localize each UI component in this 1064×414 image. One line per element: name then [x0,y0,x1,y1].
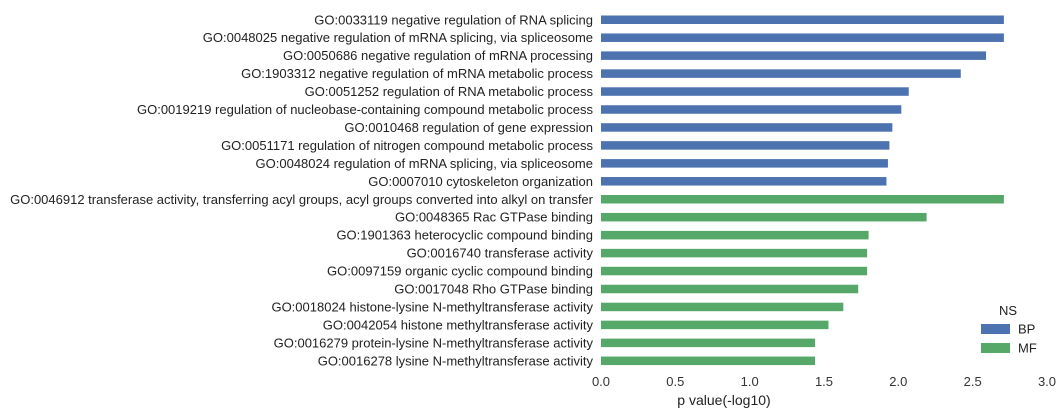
x-tick-label: 2.5 [964,374,982,389]
bar-bp-10 [601,177,887,186]
x-tick-label: 2.0 [889,374,907,389]
category-label-mf-6: GO:0017048 Rho GTPase binding [394,282,593,297]
category-label-bp-2: GO:0048025 negative regulation of mRNA s… [203,30,593,45]
bar-bp-8 [601,141,890,150]
category-label-mf-2: GO:0048365 Rac GTPase binding [395,210,593,225]
category-label-mf-3: GO:1901363 heterocyclic compound binding [336,228,593,243]
bar-mf-1 [601,195,1004,204]
bar-bp-6 [601,105,902,114]
bar-mf-5 [601,266,868,276]
bar-bp-1 [601,15,1004,24]
category-label-mf-1: GO:0046912 transferase activity, transfe… [10,192,594,207]
x-tick-label: 1.5 [815,374,833,389]
bar-mf-4 [601,248,868,258]
category-label-bp-4: GO:1903312 negative regulation of mRNA m… [241,66,593,81]
bar-bp-4 [601,69,961,78]
category-label-mf-4: GO:0016740 transferase activity [407,246,594,261]
legend-title: NS [999,303,1017,318]
category-label-bp-5: GO:0051252 regulation of RNA metabolic p… [305,84,594,99]
category-label-bp-10: GO:0007010 cytoskeleton organization [368,174,593,189]
bar-mf-9 [601,338,816,348]
bar-mf-3 [601,230,869,240]
bars-group [601,15,1004,366]
bar-mf-7 [601,302,844,312]
category-label-bp-3: GO:0050686 negative regulation of mRNA p… [283,48,593,63]
bar-mf-6 [601,284,859,294]
legend-label-mf: MF [1018,341,1037,356]
category-label-mf-10: GO:0016278 lysine N-methyltransferase ac… [318,353,594,368]
bar-bp-5 [601,87,909,96]
bar-bp-2 [601,33,1004,42]
category-label-mf-9: GO:0016279 protein-lysine N-methyltransf… [274,335,594,350]
legend-swatch-mf [981,343,1010,353]
bar-bp-3 [601,51,987,60]
category-label-mf-5: GO:0097159 organic cyclic compound bindi… [327,264,593,279]
bar-bp-7 [601,123,893,132]
category-label-bp-7: GO:0010468 regulation of gene expression [344,120,593,135]
category-label-mf-8: GO:0042054 histone methyltransferase act… [323,317,594,332]
category-labels-group: GO:0033119 negative regulation of RNA sp… [10,12,594,368]
x-tick-label: 0.0 [592,374,610,389]
category-label-bp-1: GO:0033119 negative regulation of RNA sp… [314,12,593,27]
category-label-bp-9: GO:0048024 regulation of mRNA splicing, … [256,156,593,171]
bar-mf-2 [601,212,927,222]
x-tick-label: 3.0 [1038,374,1056,389]
legend-swatch-bp [981,324,1010,334]
legend-label-bp: BP [1018,322,1035,337]
bar-mf-8 [601,320,829,330]
category-label-bp-8: GO:0051171 regulation of nitrogen compou… [221,138,593,153]
x-axis-ticks-group: 0.0 0.5 1.0 1.5 2.0 2.5 3.0 [592,374,1056,389]
category-label-mf-7: GO:0018024 histone-lysine N-methyltransf… [271,299,593,314]
bar-mf-10 [601,356,816,366]
category-label-bp-6: GO:0019219 regulation of nucleobase-cont… [137,102,594,117]
x-axis-label: p value(-log10) [677,392,770,408]
legend: NS BP MF [981,303,1037,356]
x-tick-label: 0.5 [666,374,684,389]
bar-bp-9 [601,159,888,168]
x-tick-label: 1.0 [741,374,759,389]
